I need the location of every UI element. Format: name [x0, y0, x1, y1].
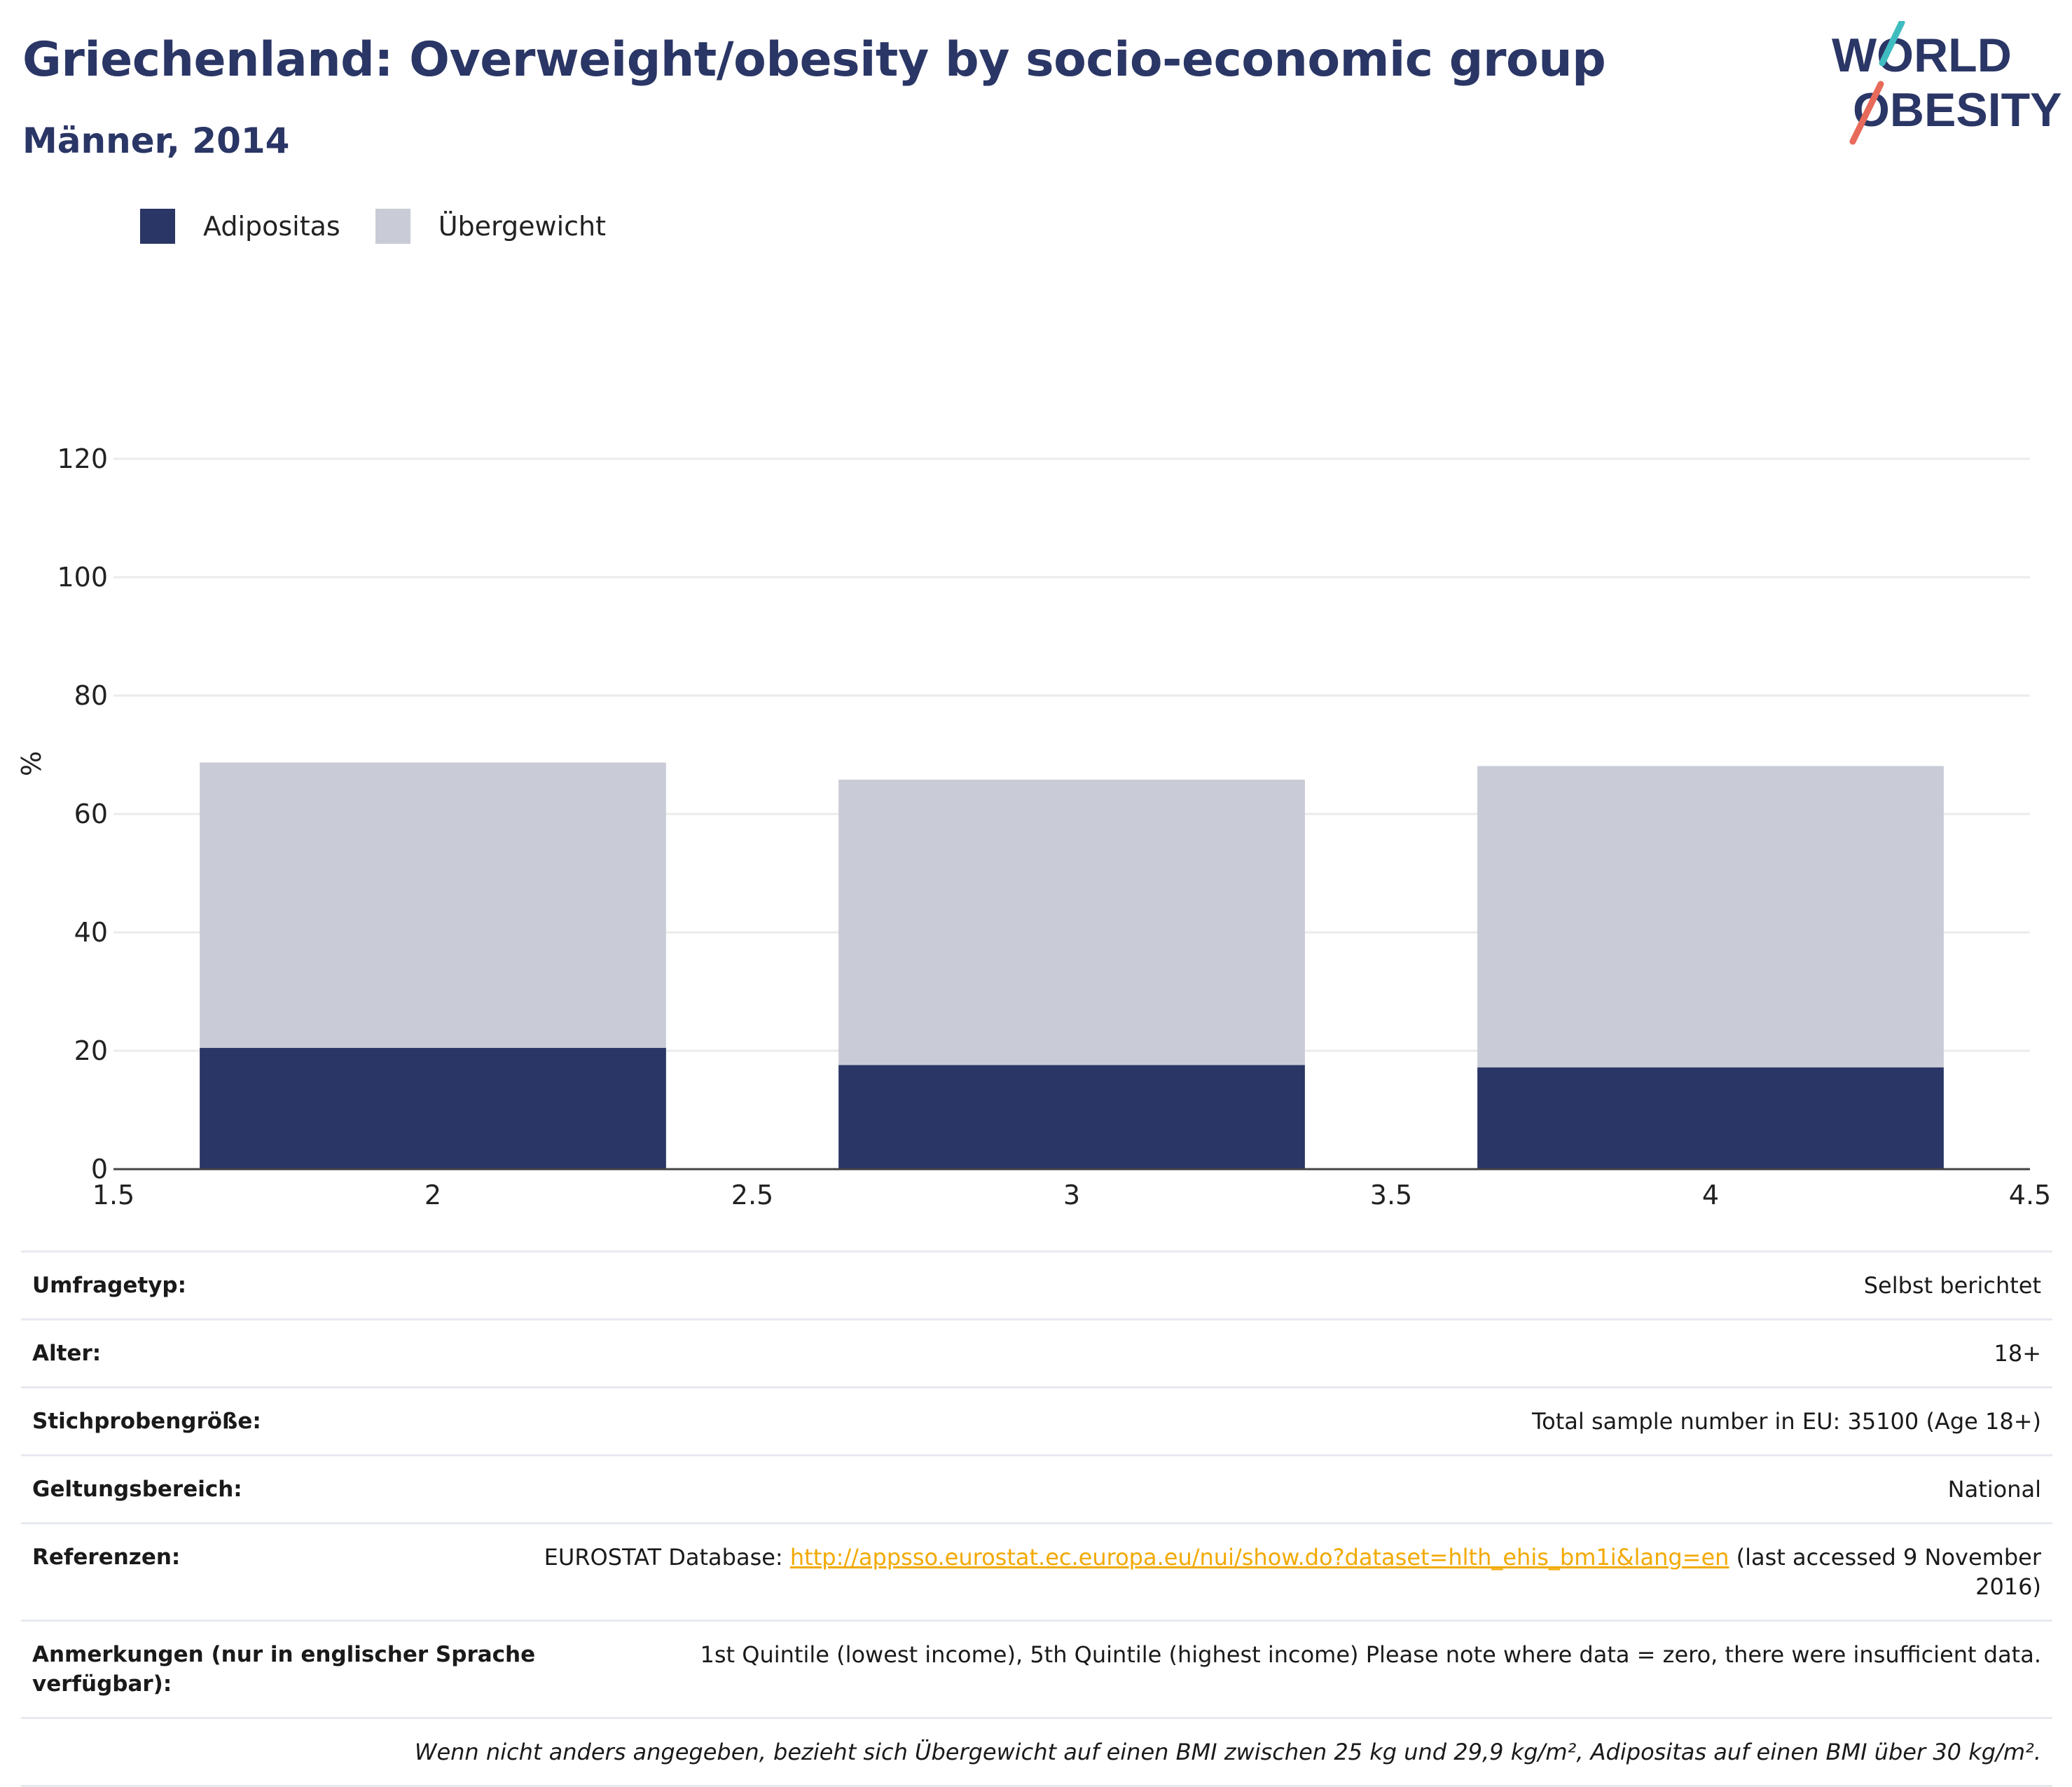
- y-tick-label: 100: [57, 562, 108, 593]
- y-tick-label: 60: [74, 799, 108, 829]
- logo-line-1: WORLD: [1832, 29, 2012, 82]
- footnote: Wenn nicht anders angegeben, bezieht sic…: [414, 1739, 2041, 1765]
- x-tick-label: 2.5: [731, 1180, 773, 1210]
- bar-layer: [200, 762, 1944, 1169]
- chart-legend: Adipositas Übergewicht: [140, 209, 641, 244]
- info-value: 1st Quintile (lowest income), 5th Quinti…: [700, 1641, 2042, 1668]
- x-tick-label: 4.5: [2009, 1180, 2051, 1210]
- x-tick-label: 2: [424, 1180, 441, 1210]
- info-label: Referenzen:: [32, 1545, 181, 1570]
- info-value: National: [1947, 1476, 2041, 1503]
- info-value: EUROSTAT Database: http://appsso.eurosta…: [523, 1543, 2041, 1601]
- logo-line-2: OBESITY: [1853, 83, 2062, 137]
- bar-adipositas-2[interactable]: [838, 1065, 1305, 1169]
- info-row-references: Referenzen: EUROSTAT Database: http://ap…: [21, 1524, 2052, 1622]
- info-value: Selbst berichtet: [1863, 1272, 2041, 1299]
- logo-slash-red: [1849, 81, 1884, 145]
- axis-layer: 0 20 40 60 80 100 120 1.5 2 2.5 3 3.5 4 4.5: [57, 443, 2051, 1210]
- x-tick-label: 3.5: [1370, 1180, 1412, 1210]
- bar-uebergewicht-3[interactable]: [1477, 766, 1944, 1068]
- info-row-age: Alter: 18+: [21, 1320, 2052, 1388]
- y-axis-label: %: [16, 751, 47, 776]
- legend-label-uebergewicht: Übergewicht: [438, 211, 606, 242]
- x-tick-label: 1.5: [92, 1180, 134, 1210]
- info-label: Anmerkungen (nur in englischer Sprache v…: [32, 1642, 536, 1697]
- info-label: Geltungsbereich:: [32, 1477, 242, 1502]
- legend-item-adipositas[interactable]: Adipositas: [140, 209, 340, 244]
- world-obesity-logo: WORLD OBESITY: [1832, 21, 2062, 145]
- info-row-survey-type: Umfragetyp: Selbst berichtet: [21, 1253, 2052, 1320]
- legend-swatch-adipositas: [140, 209, 175, 244]
- legend-item-uebergewicht[interactable]: Übergewicht: [375, 209, 606, 244]
- logo-slash-teal: [1879, 21, 1905, 67]
- info-value: 18+: [1994, 1340, 2041, 1367]
- chart-subtitle: Männer, 2014: [22, 120, 290, 161]
- info-row-scope: Geltungsbereich: National: [21, 1456, 2052, 1524]
- y-tick-label: 0: [91, 1154, 108, 1185]
- bar-uebergewicht-2[interactable]: [838, 779, 1305, 1065]
- bar-adipositas-3[interactable]: [1477, 1067, 1944, 1169]
- x-tick-label: 4: [1702, 1180, 1719, 1210]
- info-row-notes: Anmerkungen (nur in englischer Sprache v…: [21, 1622, 2052, 1719]
- legend-label-adipositas: Adipositas: [203, 211, 340, 242]
- bar-uebergewicht-1[interactable]: [200, 762, 666, 1048]
- y-tick-label: 120: [57, 443, 108, 474]
- info-value: Total sample number in EU: 35100 (Age 18…: [1532, 1408, 2041, 1435]
- stacked-bar-chart: 0 20 40 60 80 100 120 1.5 2 2.5 3 3.5 4 4.5 %: [16, 443, 2051, 1210]
- bar-adipositas-1[interactable]: [200, 1047, 666, 1169]
- reference-prefix: EUROSTAT Database:: [544, 1544, 790, 1571]
- chart-title: Griechenland: Overweight/obesity by soci…: [22, 32, 1606, 88]
- y-tick-label: 20: [74, 1035, 108, 1066]
- info-label: Alter:: [32, 1341, 102, 1366]
- reference-suffix: (last accessed 9 November 2016): [1729, 1544, 2041, 1600]
- x-tick-label: 3: [1063, 1180, 1080, 1210]
- y-tick-label: 80: [74, 680, 108, 711]
- info-label: Stichprobengröße:: [32, 1409, 261, 1434]
- info-label: Umfragetyp:: [32, 1273, 186, 1298]
- reference-link[interactable]: http://appsso.eurostat.ec.europa.eu/nui/…: [789, 1544, 1729, 1571]
- legend-swatch-uebergewicht: [375, 209, 410, 244]
- info-table: Umfragetyp: Selbst berichtet Alter: 18+ …: [21, 1250, 2052, 1787]
- info-row-sample-size: Stichprobengröße: Total sample number in…: [21, 1388, 2052, 1456]
- y-tick-label: 40: [74, 917, 108, 948]
